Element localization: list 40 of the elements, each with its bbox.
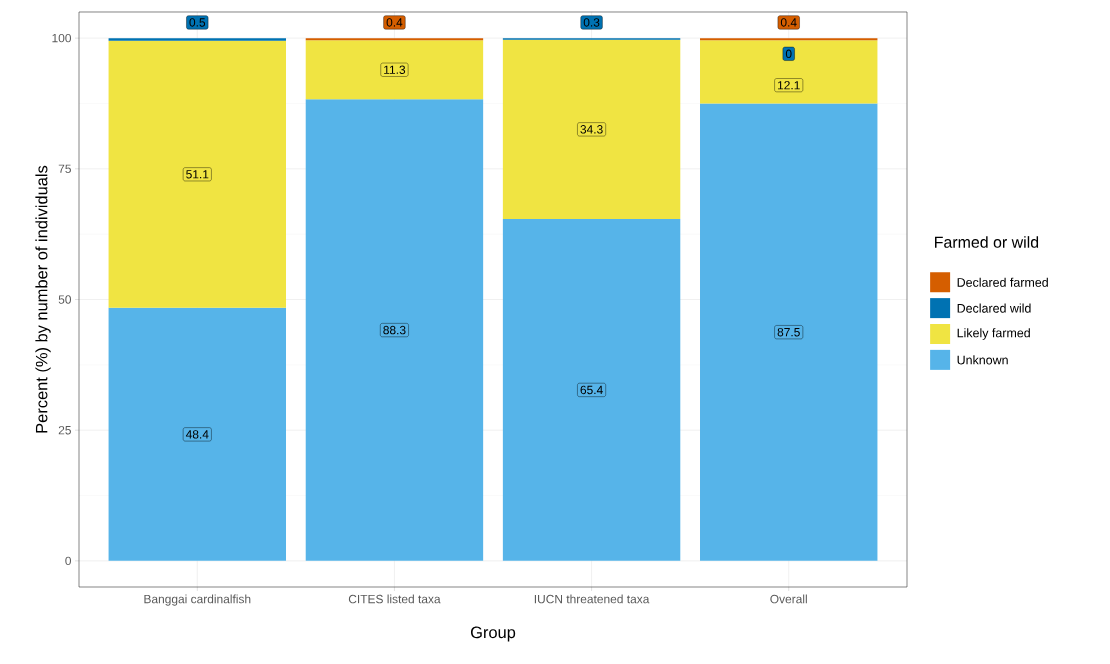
y-tick-label: 100 <box>52 33 72 43</box>
data-label: 88.3 <box>383 325 406 335</box>
x-tick-label: IUCN threatened taxa <box>534 594 650 604</box>
data-label: 12.1 <box>778 81 800 90</box>
y-tick-label: 75 <box>58 164 71 173</box>
bar <box>305 40 484 100</box>
x-tick-label: CITES listed taxa <box>348 594 441 604</box>
data-label: 51.1 <box>186 170 209 179</box>
data-label: 11.3 <box>384 65 406 74</box>
y-axis-title: Percent (%) by number of individuals <box>35 165 51 433</box>
bar <box>108 38 286 41</box>
bar <box>700 103 878 561</box>
legend-label: Unknown <box>957 355 1008 365</box>
bar <box>305 99 484 561</box>
bar <box>502 219 681 561</box>
x-tick-label: Overall <box>770 594 807 604</box>
data-label: 0.5 <box>189 18 206 27</box>
bar <box>502 39 681 219</box>
y-tick-label: 50 <box>58 295 72 304</box>
bar <box>700 40 878 104</box>
data-label: 34.3 <box>580 125 603 134</box>
bar <box>108 307 286 561</box>
x-axis-title: Group <box>470 626 516 642</box>
data-label: 0.3 <box>583 18 600 27</box>
bar <box>108 40 286 308</box>
data-label: 87.5 <box>777 327 800 337</box>
legend-label: Declared wild <box>957 303 1031 313</box>
y-tick-label: 0 <box>65 556 72 566</box>
data-label: 0.4 <box>386 18 403 27</box>
y-tick-label: 25 <box>58 425 71 435</box>
bar <box>305 38 484 41</box>
bar <box>700 38 878 41</box>
legend-label: Declared farmed <box>957 277 1048 287</box>
data-label: 65.4 <box>580 385 603 395</box>
data-label: 0 <box>785 49 792 59</box>
x-tick-label: Banggai cardinalfish <box>144 594 251 606</box>
data-label: 48.4 <box>185 430 209 439</box>
legend-label: Likely farmed <box>957 328 1030 340</box>
data-label: 0.4 <box>780 18 797 27</box>
legend-title: Farmed or wild <box>935 236 1039 248</box>
